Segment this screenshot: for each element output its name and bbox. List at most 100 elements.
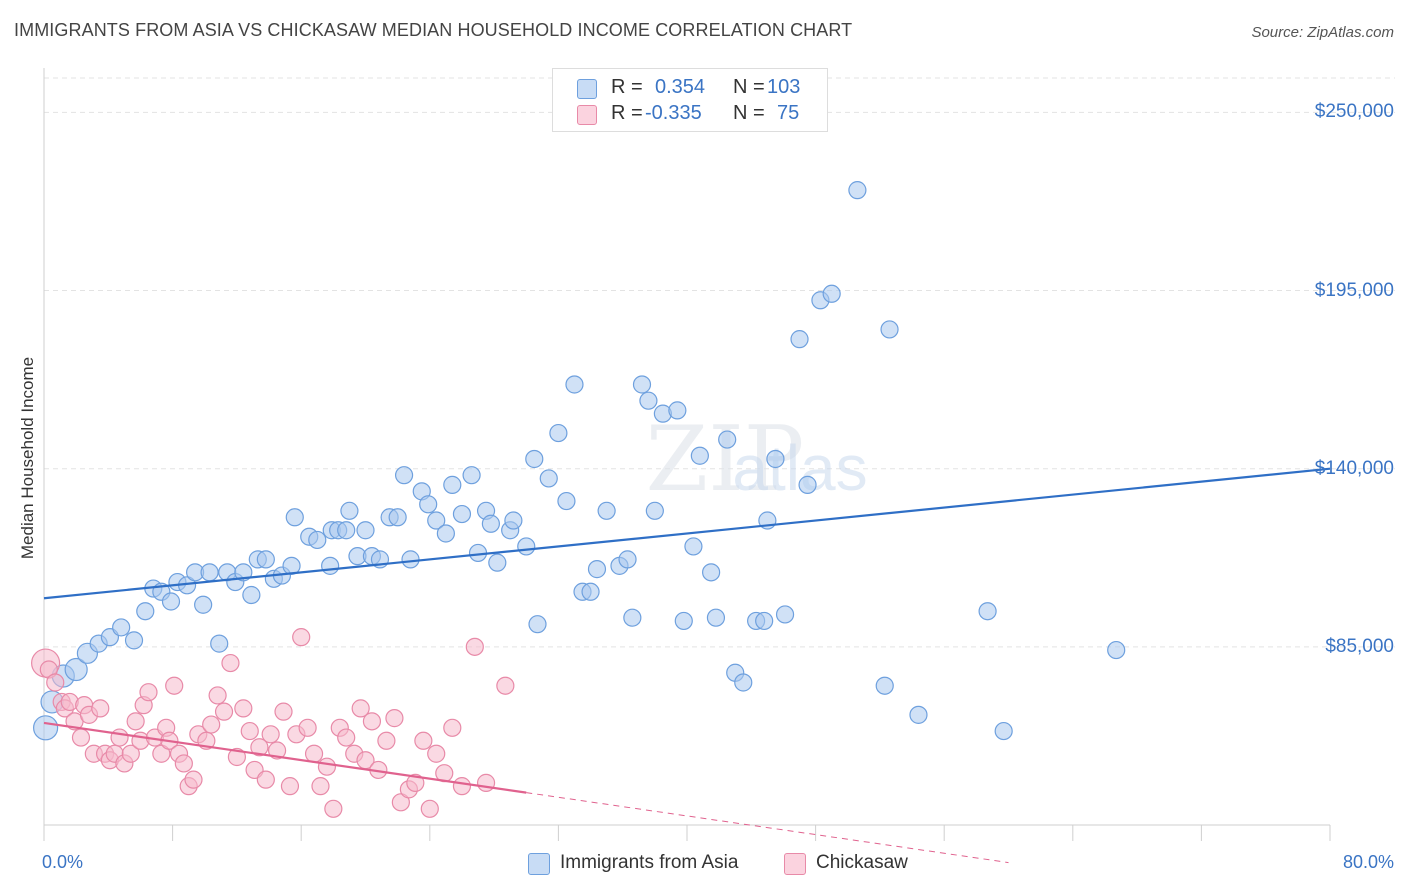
data-point xyxy=(165,676,184,695)
data-point xyxy=(391,793,410,812)
data-point xyxy=(401,550,420,569)
legend-r-value: -0.335 xyxy=(645,102,702,124)
chart-title: IMMIGRANTS FROM ASIA VS CHICKASAW MEDIAN… xyxy=(14,20,853,40)
data-point xyxy=(427,511,446,530)
data-point xyxy=(504,511,523,530)
data-point xyxy=(200,563,219,582)
data-point xyxy=(909,705,928,724)
legend-n-label: N = xyxy=(733,102,765,124)
legend-r-label: R = xyxy=(611,76,643,98)
data-point xyxy=(496,676,515,695)
data-point xyxy=(623,608,642,627)
data-point xyxy=(525,449,544,469)
data-point xyxy=(565,375,584,394)
data-point xyxy=(452,504,472,524)
data-point xyxy=(549,423,568,443)
data-point xyxy=(587,560,607,579)
bottom-legend-swatch-asia xyxy=(528,853,550,875)
data-point xyxy=(256,550,275,569)
data-point xyxy=(377,731,396,750)
data-point xyxy=(227,747,246,767)
series-layer xyxy=(31,181,1126,818)
data-point xyxy=(488,553,507,572)
data-point xyxy=(452,777,472,796)
data-point xyxy=(274,702,293,721)
data-point xyxy=(221,653,240,673)
data-point xyxy=(385,709,404,728)
data-point xyxy=(517,537,536,556)
data-point xyxy=(978,602,997,621)
y-tick-label: $195,000 xyxy=(1314,279,1394,301)
y-tick-label: $250,000 xyxy=(1314,101,1394,123)
data-point xyxy=(668,401,687,420)
data-point xyxy=(46,673,65,692)
data-point xyxy=(161,592,181,611)
data-point xyxy=(110,728,129,747)
legend-swatch-chickasaw xyxy=(577,105,597,125)
data-point xyxy=(848,181,867,200)
data-point xyxy=(250,738,269,757)
data-point xyxy=(766,449,785,469)
data-point xyxy=(476,773,496,792)
data-point xyxy=(317,757,337,776)
data-point xyxy=(557,491,576,511)
legend-n-value: 103 xyxy=(767,76,801,98)
data-point xyxy=(362,712,382,731)
data-point xyxy=(755,611,774,631)
data-point xyxy=(443,475,462,494)
data-point xyxy=(597,501,616,520)
data-point xyxy=(298,718,317,737)
data-point xyxy=(242,585,261,605)
data-point xyxy=(139,683,158,702)
data-point xyxy=(639,391,658,410)
y-tick-label: $85,000 xyxy=(1325,635,1394,657)
trend-line xyxy=(43,467,1331,600)
data-point xyxy=(875,676,894,695)
data-point xyxy=(202,715,221,734)
data-point xyxy=(256,770,275,789)
legend-r-value: 0.354 xyxy=(655,76,706,98)
grid-lines xyxy=(44,77,1395,648)
data-point xyxy=(414,731,433,750)
legend-r-label: R = xyxy=(611,102,643,124)
legend-n-value: 75 xyxy=(777,102,800,124)
trend-line xyxy=(43,721,527,794)
data-point xyxy=(427,744,446,763)
data-point xyxy=(822,284,841,303)
data-point xyxy=(324,799,343,818)
data-point xyxy=(311,777,330,796)
data-point xyxy=(152,744,171,763)
data-point xyxy=(539,469,558,488)
correlation-legend: R = 0.354 N = 103 R = -0.335 N = 75 xyxy=(552,68,828,132)
data-point xyxy=(240,721,259,741)
data-point xyxy=(64,657,88,682)
data-point xyxy=(280,777,300,796)
data-point xyxy=(351,699,370,718)
data-point xyxy=(337,728,356,747)
series-chickasaw xyxy=(31,628,515,818)
data-point xyxy=(406,773,425,792)
data-point xyxy=(214,702,234,721)
data-point xyxy=(285,508,304,527)
data-point xyxy=(443,718,462,737)
data-point xyxy=(184,770,203,789)
legend-n-label: N = xyxy=(733,76,765,98)
data-point xyxy=(234,563,253,582)
trend-layer xyxy=(43,467,1331,864)
bottom-legend-label-asia: Immigrants from Asia xyxy=(560,852,739,873)
data-point xyxy=(304,744,324,763)
data-point xyxy=(208,686,227,705)
data-point xyxy=(121,744,140,763)
data-point xyxy=(292,628,311,647)
data-point xyxy=(481,514,500,533)
data-point xyxy=(420,799,439,818)
data-point xyxy=(174,754,193,773)
data-point xyxy=(210,634,229,653)
legend-swatch-asia xyxy=(577,79,597,99)
series-asia xyxy=(33,181,1126,741)
bottom-legend-swatch-chickasaw xyxy=(784,853,806,875)
data-point xyxy=(618,550,637,569)
data-point xyxy=(528,615,547,634)
data-point xyxy=(340,501,359,520)
